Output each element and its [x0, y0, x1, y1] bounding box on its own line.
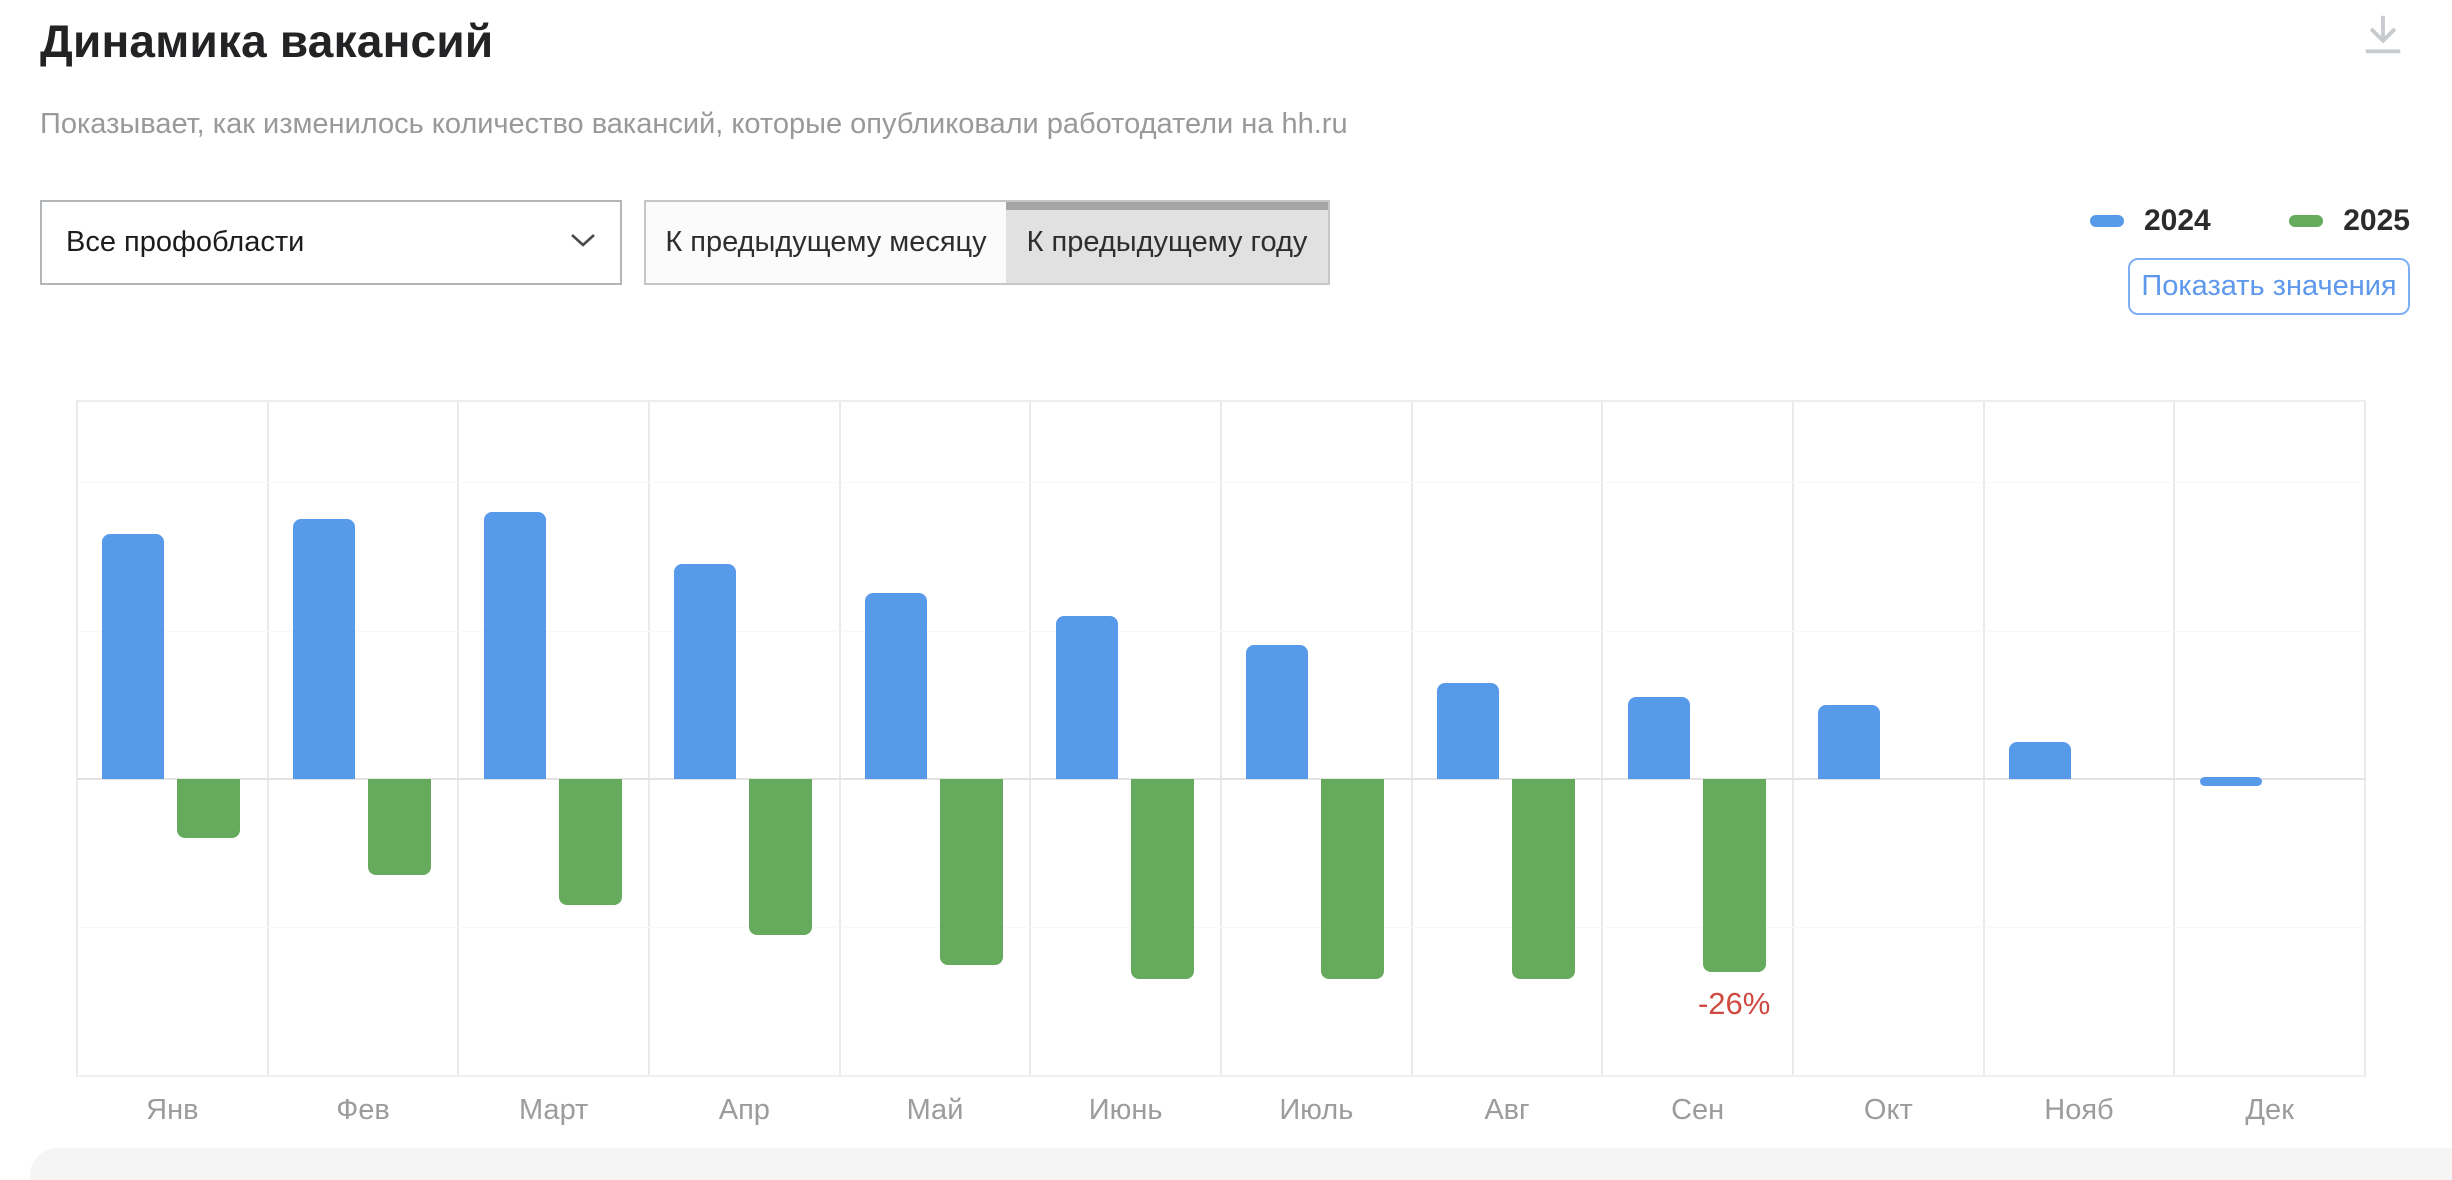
vertical-gridline — [2173, 400, 2176, 1077]
bar-2024-Март[interactable] — [483, 511, 546, 779]
month-label-Апр: Апр — [718, 1094, 770, 1126]
value-label-Сен: -26% — [1697, 985, 1771, 1021]
bar-2025-Июль[interactable] — [1321, 779, 1385, 980]
month-label-Окт: Окт — [1863, 1094, 1913, 1126]
download-button[interactable] — [2358, 10, 2408, 62]
vertical-gridline — [1410, 400, 1413, 1077]
chart-legend: 2024 2025 — [2090, 204, 2410, 238]
bar-2024-Авг[interactable] — [1437, 682, 1499, 779]
bar-2024-Янв[interactable] — [102, 534, 165, 779]
profarea-select[interactable]: Все профобласти — [40, 200, 622, 285]
horizontal-gridline — [77, 1075, 2365, 1077]
vertical-gridline — [1792, 400, 1794, 1077]
month-label-Июль: Июль — [1279, 1094, 1354, 1126]
vertical-gridline — [1982, 400, 1985, 1077]
zero-line — [77, 778, 2365, 780]
bar-2025-Фев[interactable] — [368, 779, 431, 876]
vertical-gridline — [648, 400, 650, 1077]
chevron-down-icon — [570, 232, 596, 253]
horizontal-gridline — [77, 630, 2365, 632]
bar-2024-Май[interactable] — [865, 593, 927, 779]
bar-2025-Июнь[interactable] — [1130, 779, 1194, 980]
page-subtitle: Показывает, как изменилось количество ва… — [40, 108, 1348, 140]
legend-item-2024[interactable]: 2024 — [2090, 204, 2211, 238]
vertical-gridline — [2364, 400, 2366, 1077]
comparison-mode-toggle: К предыдущему месяцу К предыдущему году — [644, 200, 1330, 285]
show-values-button[interactable]: Показать значения — [2128, 258, 2410, 315]
month-label-Янв: Янв — [146, 1094, 199, 1126]
month-label-Март: Март — [518, 1094, 589, 1126]
horizontal-gridline — [77, 482, 2365, 484]
horizontal-gridline — [77, 400, 2365, 402]
next-section-edge — [30, 1148, 2452, 1180]
bar-2024-Фев[interactable] — [293, 519, 355, 779]
vertical-gridline — [457, 400, 460, 1077]
vertical-gridline — [1029, 400, 1032, 1077]
bar-2025-Сен[interactable] — [1702, 779, 1766, 972]
bar-2024-Июль[interactable] — [1246, 645, 1309, 779]
bar-2025-Март[interactable] — [558, 779, 622, 906]
month-label-Авг: Авг — [1484, 1094, 1530, 1126]
bar-2024-Дек[interactable] — [2199, 777, 2262, 786]
toggle-prev-month[interactable]: К предыдущему месяцу — [646, 202, 1006, 283]
legend-swatch-2024 — [2090, 215, 2124, 227]
bar-2025-Янв[interactable] — [177, 779, 241, 839]
bar-2024-Нояб[interactable] — [2009, 741, 2071, 779]
bar-2024-Окт[interactable] — [1818, 704, 1881, 779]
legend-swatch-2025 — [2289, 215, 2324, 227]
legend-label-2024: 2024 — [2144, 204, 2211, 237]
month-label-Май: Май — [906, 1094, 964, 1126]
vertical-gridline — [1220, 400, 1222, 1077]
month-label-Дек: Дек — [2245, 1094, 2294, 1126]
month-label-Сен: Сен — [1671, 1094, 1725, 1126]
bar-2024-Апр[interactable] — [674, 563, 737, 779]
month-label-Нояб: Нояб — [2044, 1094, 2114, 1126]
bar-2025-Май[interactable] — [940, 779, 1003, 965]
legend-label-2025: 2025 — [2343, 204, 2410, 237]
toggle-prev-year-label: К предыдущему году — [1026, 226, 1308, 258]
month-label-Фев: Фев — [336, 1094, 390, 1126]
page-title: Динамика вакансий — [40, 15, 494, 67]
download-icon — [2360, 15, 2406, 62]
bar-2024-Сен[interactable] — [1627, 697, 1690, 779]
selected-indicator — [1006, 202, 1328, 210]
chart-area: Янв Фев Март Апр Май Июнь Июль Авг Сен Окт Нояб Дек… — [76, 400, 2366, 1126]
legend-item-2025[interactable]: 2025 — [2289, 204, 2410, 238]
toggle-prev-year[interactable]: К предыдущему году — [1006, 202, 1328, 283]
vertical-gridline — [838, 400, 841, 1077]
horizontal-gridline — [77, 927, 2365, 929]
bar-2025-Апр[interactable] — [749, 779, 813, 935]
vertical-gridline — [1601, 400, 1604, 1077]
vertical-gridline — [266, 400, 269, 1077]
vertical-gridline — [76, 400, 78, 1077]
toggle-prev-month-label: К предыдущему месяцу — [665, 226, 987, 258]
profarea-select-value: Все профобласти — [66, 226, 305, 258]
month-label-Июнь: Июнь — [1088, 1094, 1163, 1126]
bar-2024-Июнь[interactable] — [1055, 615, 1118, 779]
bar-2025-Авг[interactable] — [1512, 779, 1575, 980]
